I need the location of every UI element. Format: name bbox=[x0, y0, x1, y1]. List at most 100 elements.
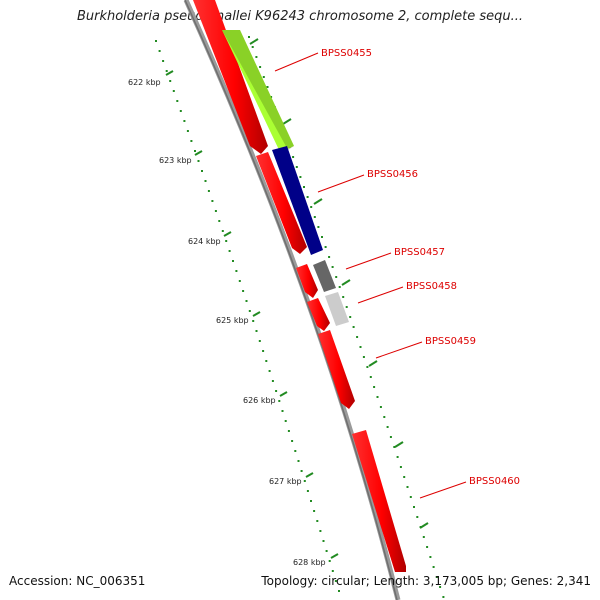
scale-dot bbox=[238, 280, 241, 282]
scale-dot bbox=[319, 530, 322, 532]
scale-label-624kbp: 624 kbp bbox=[188, 237, 221, 246]
scale-label-627kbp: 627 kbp bbox=[269, 477, 302, 486]
scale-dot bbox=[335, 276, 338, 278]
scale-dot bbox=[183, 120, 186, 122]
scale-dot bbox=[386, 426, 389, 428]
scale-dot bbox=[204, 180, 207, 182]
scale-track bbox=[155, 36, 445, 598]
scale-dot bbox=[295, 166, 298, 168]
scale-dot bbox=[218, 220, 221, 222]
svg-text:BPSS0457: BPSS0457 bbox=[394, 247, 445, 258]
scale-dot bbox=[252, 320, 255, 322]
scale-dot bbox=[413, 506, 415, 508]
gene-label-bpss0459[interactable]: BPSS0459 bbox=[375, 336, 476, 359]
scale-dot bbox=[345, 306, 348, 308]
gene-label-bpss0455[interactable]: BPSS0455 bbox=[274, 48, 372, 72]
scale-dot bbox=[439, 586, 442, 588]
gene-features bbox=[222, 30, 349, 326]
scale-dot bbox=[214, 210, 217, 212]
cds-feature bbox=[256, 152, 307, 254]
scale-dot bbox=[262, 76, 265, 78]
scale-dot bbox=[235, 270, 238, 272]
scale-dot bbox=[248, 36, 250, 38]
scale-dot bbox=[399, 466, 402, 468]
scale-dot bbox=[255, 330, 258, 332]
scale-dot bbox=[331, 266, 334, 268]
scale-dot bbox=[422, 536, 425, 538]
scale-dot bbox=[432, 566, 435, 568]
gene-label-bpss0457[interactable]: BPSS0457 bbox=[345, 247, 445, 270]
svg-text:BPSS0458: BPSS0458 bbox=[406, 281, 457, 292]
scale-dot bbox=[186, 130, 189, 132]
gene-feature-bpss0455-shadow bbox=[222, 30, 294, 150]
scale-dot bbox=[221, 230, 224, 232]
scale-tick-623kbp: 623 kbp bbox=[159, 150, 203, 165]
cds-feature bbox=[307, 298, 330, 331]
scale-tick-624kbp: 624 kbp bbox=[188, 231, 232, 246]
scale-dot bbox=[316, 520, 319, 522]
scale-dot bbox=[297, 460, 300, 462]
outer-scale-ticks bbox=[249, 38, 429, 529]
scale-dot bbox=[359, 346, 362, 348]
scale-dot bbox=[207, 190, 210, 192]
scale-tick-625kbp: 625 kbp bbox=[216, 311, 261, 325]
scale-dot bbox=[352, 326, 355, 328]
scale-dot bbox=[172, 90, 175, 92]
scale-dot bbox=[442, 596, 445, 598]
scale-dot bbox=[294, 450, 297, 452]
gene-feature-bpss0457 bbox=[313, 260, 336, 292]
scale-tick-622kbp: 622 kbp bbox=[128, 70, 174, 87]
scale-dot bbox=[225, 240, 228, 242]
scale-dot bbox=[317, 226, 320, 228]
scale-dot bbox=[281, 410, 284, 412]
gene-feature-bpss0458 bbox=[325, 292, 349, 326]
cds-feature bbox=[352, 430, 406, 572]
scale-dot bbox=[342, 296, 345, 298]
scale-dot bbox=[403, 476, 406, 478]
svg-text:BPSS0460: BPSS0460 bbox=[469, 476, 520, 487]
scale-dot bbox=[291, 440, 294, 442]
scale-dot bbox=[389, 436, 392, 438]
scale-dot bbox=[248, 310, 251, 312]
scale-dot bbox=[362, 356, 365, 358]
scale-dot bbox=[328, 256, 331, 258]
scale-dot bbox=[369, 376, 372, 378]
scale-label-623kbp: 623 kbp bbox=[159, 156, 192, 165]
scale-dot bbox=[292, 156, 295, 158]
svg-text:BPSS0459: BPSS0459 bbox=[425, 336, 476, 347]
scale-dot bbox=[255, 56, 258, 58]
scale-dot bbox=[197, 160, 200, 162]
scale-dot bbox=[303, 186, 305, 188]
chromosome-backbone bbox=[183, 0, 401, 600]
scale-dot bbox=[349, 316, 352, 318]
scale-dot bbox=[245, 300, 248, 302]
scale-dot bbox=[321, 236, 323, 238]
scale-dot bbox=[176, 100, 179, 102]
map-title: Burkholderia pseudomallei K96243 chromos… bbox=[76, 9, 524, 24]
scale-dot bbox=[259, 66, 262, 68]
gene-label-bpss0456[interactable]: BPSS0456 bbox=[317, 169, 418, 193]
cds-feature bbox=[296, 264, 318, 298]
scale-dot bbox=[331, 570, 334, 572]
cds-feature bbox=[318, 330, 355, 409]
scale-dot bbox=[299, 176, 302, 178]
scale-tick-628kbp: 628 kbp bbox=[293, 553, 339, 567]
gene-label-bpss0458[interactable]: BPSS0458 bbox=[357, 281, 457, 304]
scale-dot bbox=[325, 550, 328, 552]
scale-dot bbox=[393, 446, 396, 448]
scale-dot bbox=[155, 40, 157, 42]
scale-dot bbox=[300, 470, 303, 472]
gene-feature-bpss0456 bbox=[272, 146, 323, 255]
scale-label-628kbp: 628 kbp bbox=[293, 558, 326, 567]
scale-dot bbox=[406, 486, 409, 488]
scale-dot bbox=[165, 70, 168, 72]
scale-dot bbox=[338, 286, 341, 288]
scale-dot bbox=[158, 50, 161, 52]
scale-label-625kbp: 625 kbp bbox=[216, 316, 249, 325]
scale-dot bbox=[338, 590, 340, 592]
cds-features-reverse bbox=[193, 0, 406, 572]
scale-dot bbox=[242, 290, 245, 292]
gene-label-bpss0460[interactable]: BPSS0460 bbox=[419, 476, 520, 499]
scale-dot bbox=[278, 400, 281, 402]
